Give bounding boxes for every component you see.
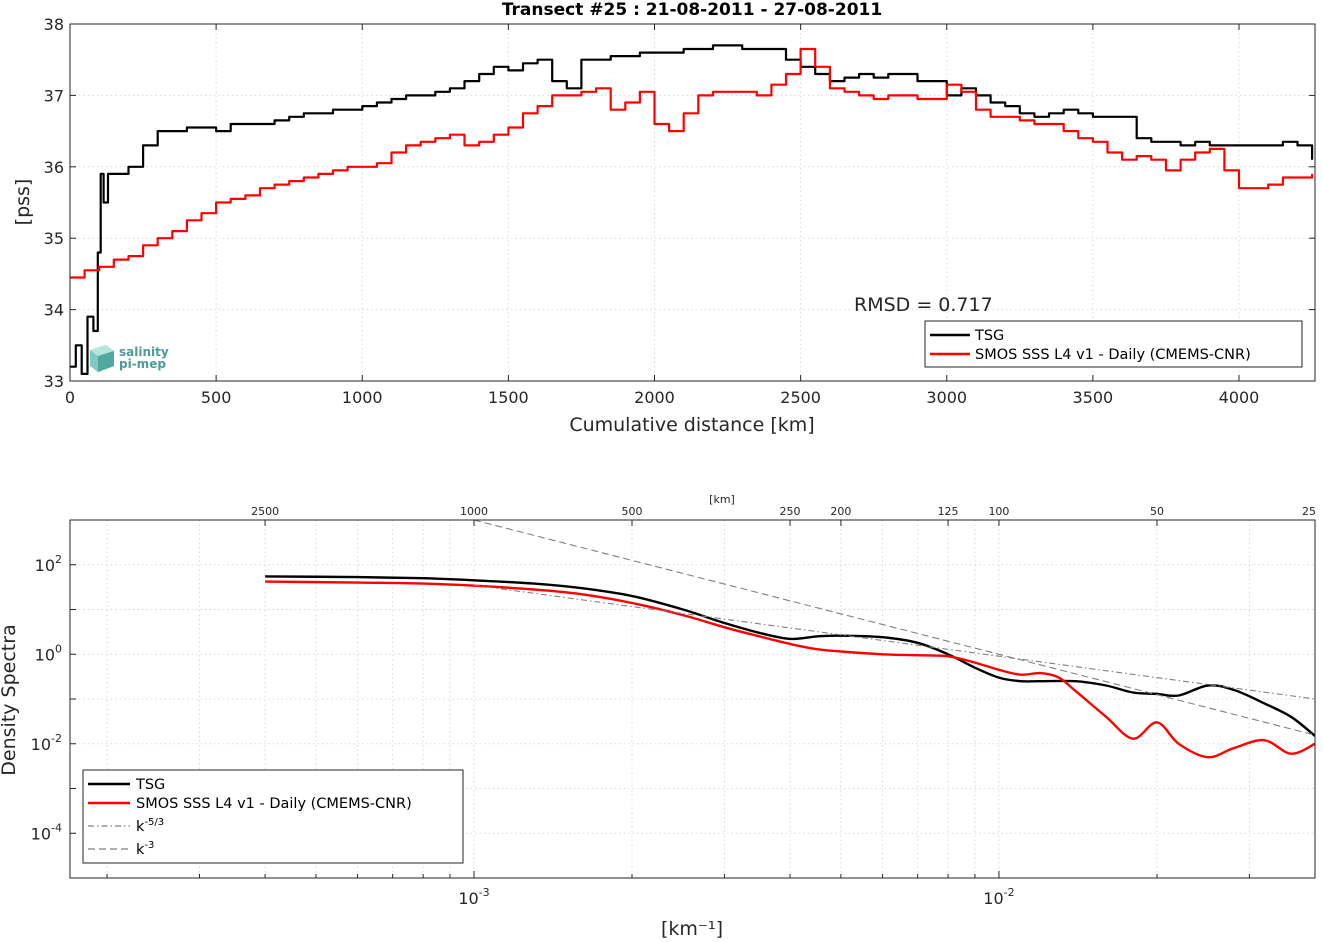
salinity-transect-chart: Transect #25 : 21-08-2011 - 27-08-2011 0… <box>12 0 1316 436</box>
top-km-tick-label: 125 <box>938 505 959 518</box>
bottom-legend-box <box>82 769 464 864</box>
top-series <box>70 44 1314 375</box>
top-plot-frame <box>69 23 1316 382</box>
legend2-label-k53: k-5/3 <box>136 817 164 835</box>
bottom-series-line-1 <box>265 580 1316 759</box>
logo-line1: salinity <box>119 345 169 359</box>
top-y-axis-label: [pss] <box>12 179 34 226</box>
top-km-axis-label: [km] <box>709 493 735 506</box>
top-km-tick-label: 250 <box>780 505 801 518</box>
top-x-tick-label: 0 <box>65 388 75 407</box>
top-y-tick-label: 35 <box>44 229 64 248</box>
top-y-tick-label: 38 <box>44 15 64 34</box>
top-legend-box <box>924 320 1303 368</box>
bottom-legend: TSG SMOS SSS L4 v1 - Daily (CMEMS-CNR) k… <box>82 769 464 864</box>
top-km-tick-label: 2500 <box>251 505 279 518</box>
top-series-line-0 <box>70 44 1314 375</box>
top-km-tick-label: 1000 <box>460 505 488 518</box>
bottom-y-tick-label: 10-2 <box>31 732 62 754</box>
top-x-axis-label: Cumulative distance [km] <box>569 414 814 436</box>
salinity-pi-mep-logo: salinity pi-mep <box>90 345 169 372</box>
top-y-tick-label: 34 <box>44 301 64 320</box>
top-km-tick-label: 25 <box>1302 505 1316 518</box>
density-spectra-chart: 10-3 10-2 102 100 10-2 10-4 2500 1000 500 250 200 1… <box>0 493 1316 940</box>
legend2-label-tsg: TSG <box>135 777 165 793</box>
top-x-tick-label: 3000 <box>926 388 967 407</box>
bottom-x-tick-label: 10-2 <box>983 886 1014 908</box>
bottom-x-tick-label: 10-3 <box>458 886 489 908</box>
bottom-plot-frame <box>69 519 1316 879</box>
top-km-tick-label: 500 <box>622 505 643 518</box>
logo-line2: pi-mep <box>119 357 166 371</box>
top-x-tick-label: 1500 <box>488 388 529 407</box>
top-legend: TSG SMOS SSS L4 v1 - Daily (CMEMS-CNR) <box>924 320 1303 368</box>
legend2-label-smos: SMOS SSS L4 v1 - Daily (CMEMS-CNR) <box>136 796 412 812</box>
top-x-tick-label: 3500 <box>1073 388 1114 407</box>
bottom-x-axis-label: [km⁻¹] <box>661 918 723 940</box>
bottom-y-tick-label: 100 <box>35 642 62 664</box>
top-series-line-1 <box>70 47 1314 279</box>
top-axis-ticks: 0 500 1000 1500 2000 2500 3000 3500 4000 33 34 35 36… <box>44 15 1315 407</box>
top-km-tick-label: 100 <box>988 505 1009 518</box>
top-km-tick-label: 200 <box>830 505 851 518</box>
top-x-tick-label: 2500 <box>780 388 821 407</box>
bottom-y-axis-label: Density Spectra <box>0 624 20 775</box>
top-y-tick-label: 37 <box>44 86 64 105</box>
rmsd-annotation: RMSD = 0.717 <box>854 294 993 316</box>
bottom-y-tick-label: 10-4 <box>31 821 62 843</box>
top-y-tick-label: 36 <box>44 158 64 177</box>
bottom-grid <box>70 520 1315 878</box>
bottom-series-line-3 <box>473 519 1316 736</box>
bottom-series <box>265 519 1316 759</box>
legend-label-tsg: TSG <box>974 328 1004 344</box>
top-x-tick-label: 1000 <box>342 388 383 407</box>
legend2-label-k3: k-3 <box>136 840 154 858</box>
bottom-y-tick-label: 102 <box>35 553 62 575</box>
top-x-tick-label: 500 <box>201 388 232 407</box>
top-km-tick-label: 50 <box>1150 505 1164 518</box>
legend-label-smos: SMOS SSS L4 v1 - Daily (CMEMS-CNR) <box>975 347 1251 363</box>
top-x-tick-label: 4000 <box>1219 388 1260 407</box>
chart-title: Transect #25 : 21-08-2011 - 27-08-2011 <box>502 0 882 20</box>
top-x-tick-label: 2000 <box>634 388 675 407</box>
bottom-axis-ticks: 10-3 10-2 102 100 10-2 10-4 2500 1000 500 250 200 1… <box>31 505 1316 908</box>
bottom-series-line-0 <box>265 575 1316 737</box>
top-y-tick-label: 33 <box>44 372 64 391</box>
bottom-series-line-2 <box>473 584 1316 700</box>
